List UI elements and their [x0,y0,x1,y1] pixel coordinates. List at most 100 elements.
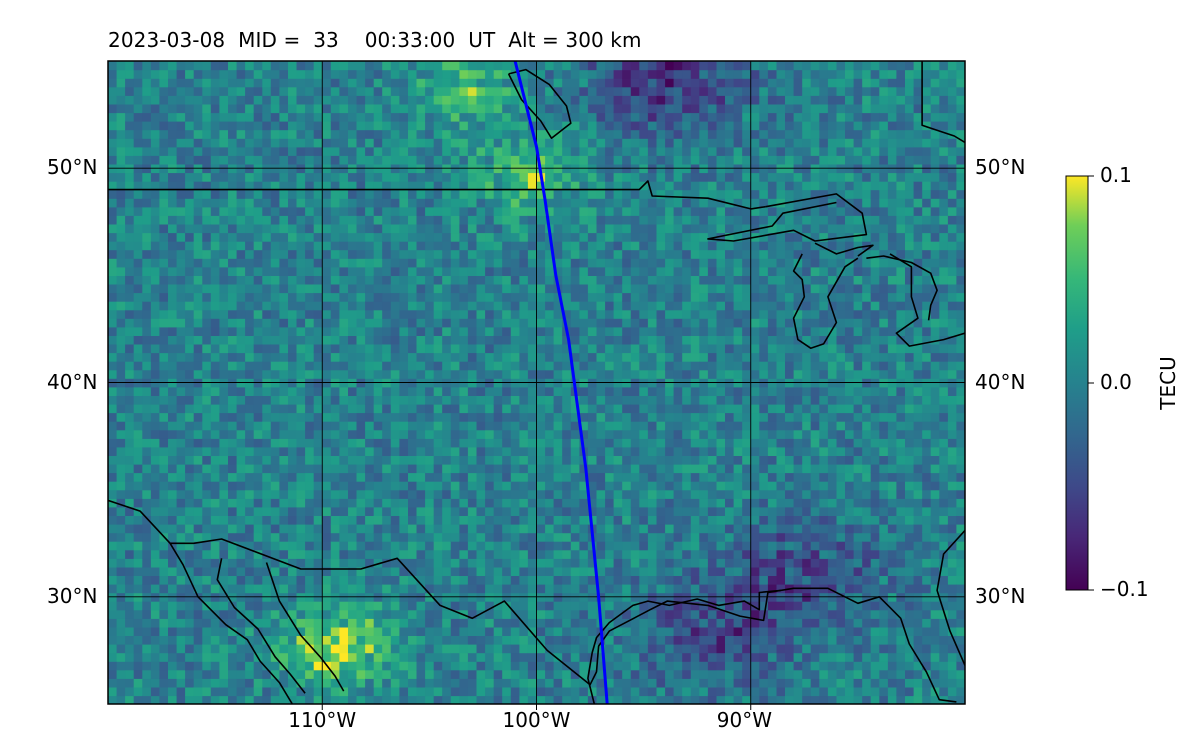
heatmap-cell [459,549,469,559]
heatmap-cell [228,446,238,456]
heatmap-cell [433,678,443,688]
heatmap-cell [399,403,409,414]
heatmap-cell [219,489,229,499]
heatmap-cell [279,61,289,71]
heatmap-cell [425,121,435,131]
heatmap-cell [502,206,512,216]
heatmap-cell [527,678,538,688]
heatmap-cell [579,395,589,405]
heatmap-cell [236,318,246,328]
heatmap-cell [116,695,126,704]
heatmap-cell [313,69,323,79]
heatmap-cell [356,121,366,131]
heatmap-cell [288,112,298,122]
heatmap-cell [348,618,358,628]
heatmap-cell [168,215,178,225]
heatmap-cell [553,618,563,628]
heatmap-cell [219,515,229,525]
heatmap-cell [159,223,169,234]
heatmap-cell [545,403,555,414]
heatmap-cell [176,455,186,465]
heatmap-cell [176,472,186,482]
heatmap-cell [270,661,280,671]
heatmap-cell [416,661,426,671]
heatmap-cell [459,541,469,551]
heatmap-cell [450,361,460,371]
heatmap-cell [502,86,512,96]
heatmap-cell [527,318,538,328]
heatmap-cell [288,558,298,568]
heatmap-cell [502,301,512,311]
heatmap-cell [665,472,675,482]
heatmap-cell [322,481,332,491]
heatmap-cell [399,421,409,431]
heatmap-cell [228,318,238,328]
heatmap-cell [596,601,606,611]
heatmap-cell [425,506,435,516]
heatmap-cell [467,361,478,371]
heatmap-cell [656,541,666,551]
heatmap-cell [185,155,195,165]
heatmap-cell [579,506,589,516]
heatmap-cell [279,181,289,191]
heatmap-cell [202,86,212,96]
heatmap-cell [219,549,229,559]
heatmap-cell [356,241,366,251]
heatmap-cell [536,155,546,165]
heatmap-cell [288,241,298,251]
heatmap-cell [253,275,263,285]
heatmap-cell [553,241,563,251]
heatmap-cell [613,626,623,636]
heatmap-cell [467,301,478,311]
heatmap-cell [613,446,623,456]
heatmap-cell [425,686,435,697]
heatmap-cell [502,498,512,508]
heatmap-cell [253,326,263,336]
heatmap-cell [330,283,340,294]
heatmap-cell [373,215,383,225]
heatmap-cell [433,292,443,302]
heatmap-cell [262,103,272,114]
heatmap-cell [425,69,435,79]
heatmap-cell [656,558,666,568]
heatmap-cell [322,309,332,319]
heatmap-cell [339,95,349,105]
heatmap-cell [647,318,658,328]
heatmap-cell [382,78,392,88]
heatmap-cell [296,438,306,448]
heatmap-cell [348,386,358,396]
heatmap-cell [622,652,632,662]
heatmap-cell [245,189,255,199]
heatmap-cell [493,112,503,122]
heatmap-cell [176,515,186,525]
heatmap-cell [288,678,298,688]
heatmap-cell [296,515,306,525]
heatmap-cell [373,292,383,302]
heatmap-cell [108,69,118,79]
heatmap-cell [416,223,426,234]
heatmap-cell [245,95,255,105]
heatmap-cell [348,429,358,439]
heatmap-cell [545,283,555,294]
heatmap-cell [108,601,118,611]
heatmap-cell [202,258,212,268]
heatmap-cell [116,472,126,482]
heatmap-cell [579,635,589,645]
heatmap-cell [245,326,255,336]
heatmap-cell [322,498,332,508]
heatmap-cell [150,138,161,148]
heatmap-cell [108,241,118,251]
heatmap-cell [570,481,580,491]
heatmap-cell [236,506,246,516]
heatmap-cell [348,343,358,354]
heatmap-cell [433,129,443,139]
heatmap-cell [150,61,161,62]
heatmap-cell [150,661,161,671]
heatmap-cell [365,215,375,225]
heatmap-cell [639,232,649,242]
heatmap-cell [459,644,469,654]
heatmap-cell [262,361,272,371]
heatmap-cell [313,318,323,328]
heatmap-cell [485,206,495,216]
heatmap-cell [373,95,383,105]
